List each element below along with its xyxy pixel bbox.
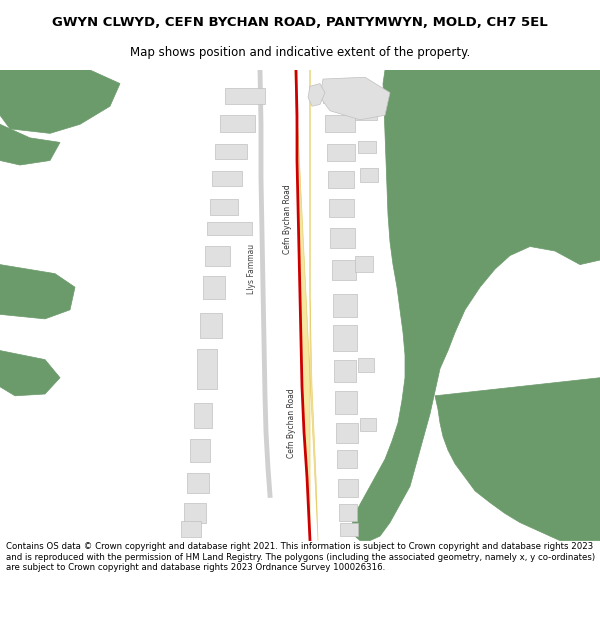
Text: Cefn Bychan Road: Cefn Bychan Road [284, 184, 293, 254]
Bar [335, 391, 357, 414]
Bar [355, 106, 377, 120]
Bar [210, 199, 238, 215]
Bar [203, 276, 225, 299]
Bar [360, 419, 376, 431]
Bar [225, 88, 265, 104]
Bar [190, 439, 210, 462]
Bar [184, 503, 206, 522]
Polygon shape [0, 124, 60, 165]
Bar [336, 423, 358, 443]
Bar [181, 521, 201, 537]
Bar [215, 144, 247, 159]
Bar [339, 504, 357, 521]
Text: GWYN CLWYD, CEFN BYCHAN ROAD, PANTYMWYN, MOLD, CH7 5EL: GWYN CLWYD, CEFN BYCHAN ROAD, PANTYMWYN,… [52, 16, 548, 29]
Bar [194, 403, 212, 428]
Bar [355, 256, 373, 272]
Bar [333, 294, 357, 317]
Text: Contains OS data © Crown copyright and database right 2021. This information is : Contains OS data © Crown copyright and d… [6, 542, 595, 572]
Bar [332, 260, 356, 280]
Bar [212, 171, 242, 186]
Bar [197, 349, 217, 389]
Bar [333, 325, 357, 351]
Polygon shape [320, 78, 390, 120]
Bar [325, 115, 355, 131]
Bar [323, 84, 358, 104]
Polygon shape [295, 70, 318, 541]
Polygon shape [0, 351, 60, 396]
Bar [330, 228, 355, 248]
Polygon shape [0, 264, 75, 319]
Bar [327, 144, 355, 161]
Bar [358, 357, 374, 372]
Bar [200, 312, 222, 338]
Bar [337, 450, 357, 468]
Bar [334, 359, 356, 382]
Polygon shape [350, 70, 600, 541]
Text: Map shows position and indicative extent of the property.: Map shows position and indicative extent… [130, 46, 470, 59]
Polygon shape [0, 70, 120, 133]
Bar [329, 199, 354, 217]
Bar [207, 222, 252, 235]
Bar [360, 168, 378, 182]
Bar [220, 115, 255, 131]
Bar [187, 472, 209, 492]
Polygon shape [435, 378, 600, 541]
Polygon shape [308, 84, 325, 106]
Text: Cefn Bychan Road: Cefn Bychan Road [287, 388, 296, 458]
Bar [358, 141, 376, 153]
Bar [205, 246, 230, 266]
Text: Llys Fammau: Llys Fammau [248, 244, 257, 294]
Bar [338, 479, 358, 497]
Bar [340, 522, 358, 536]
Bar [328, 171, 354, 187]
